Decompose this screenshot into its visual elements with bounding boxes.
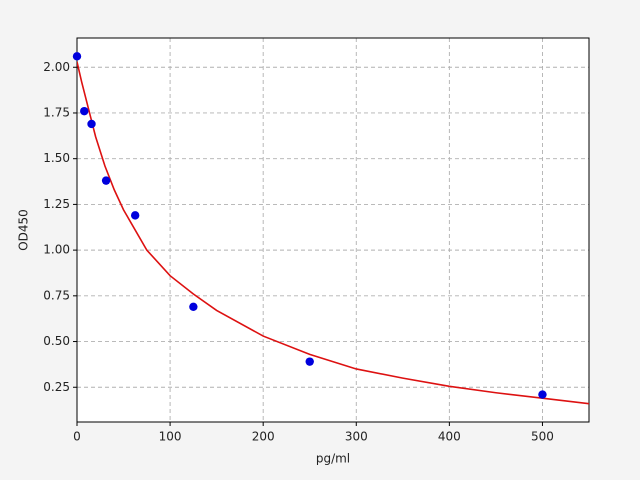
y-tick-label: 1.75 xyxy=(43,105,70,119)
data-point xyxy=(305,357,314,366)
y-tick-label: 0.25 xyxy=(43,380,70,394)
data-point xyxy=(72,52,82,61)
y-tick-label: 1.25 xyxy=(43,197,70,211)
y-tick-label: 0.75 xyxy=(43,288,70,302)
x-tick-label: 300 xyxy=(345,430,368,444)
fit-curve xyxy=(77,61,589,405)
data-point xyxy=(87,119,96,129)
plot-frame xyxy=(76,37,590,423)
y-tick-label: 0.50 xyxy=(43,334,70,348)
y-tick-label: 1.50 xyxy=(43,151,70,165)
x-tick-label: 500 xyxy=(531,430,554,444)
x-axis-label: pg/ml xyxy=(316,452,350,466)
data-point xyxy=(101,176,111,185)
data-point xyxy=(538,390,547,399)
y-axis-label: OD450 xyxy=(17,209,31,251)
y-tick-label: 1.00 xyxy=(43,243,70,257)
x-tick-label: 0 xyxy=(73,430,81,444)
data-point xyxy=(130,211,140,220)
data-point xyxy=(80,106,89,116)
x-tick-label: 200 xyxy=(252,430,275,444)
data-point xyxy=(189,302,198,311)
plot-area xyxy=(77,38,589,422)
x-tick-label: 400 xyxy=(438,430,461,444)
x-tick-label: 100 xyxy=(159,430,182,444)
y-tick-label: 2.00 xyxy=(43,60,70,74)
